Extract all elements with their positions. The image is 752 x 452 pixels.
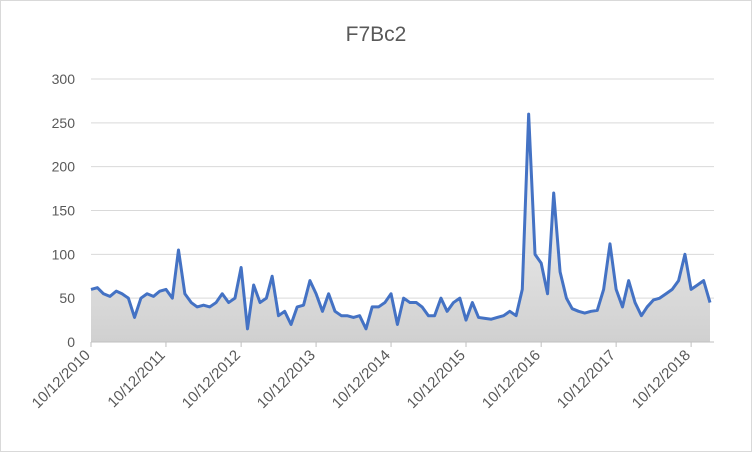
chart-title: F7Bc2 <box>346 23 407 46</box>
y-tick-label: 0 <box>67 334 75 350</box>
x-tick-label: 10/12/2011 <box>104 347 168 411</box>
x-tick-label: 10/12/2012 <box>179 347 244 412</box>
x-tick-label: 10/12/2010 <box>29 347 94 412</box>
y-tick-label: 50 <box>59 290 75 306</box>
y-tick-label: 200 <box>52 159 76 175</box>
y-tick-label: 100 <box>52 246 76 262</box>
x-tick-label: 10/12/2016 <box>479 347 544 412</box>
y-tick-label: 150 <box>52 203 76 219</box>
y-tick-label: 250 <box>52 115 76 131</box>
area-fill <box>91 114 710 342</box>
line <box>90 112 712 331</box>
x-tick-label: 10/12/2018 <box>629 347 694 412</box>
x-tick-label: 10/12/2013 <box>254 347 319 412</box>
y-tick-label: 300 <box>52 71 76 87</box>
x-tick-label: 10/12/2017 <box>554 347 619 412</box>
x-tick-label: 10/12/2015 <box>404 347 469 412</box>
x-tick-label: 10/12/2014 <box>329 347 394 412</box>
